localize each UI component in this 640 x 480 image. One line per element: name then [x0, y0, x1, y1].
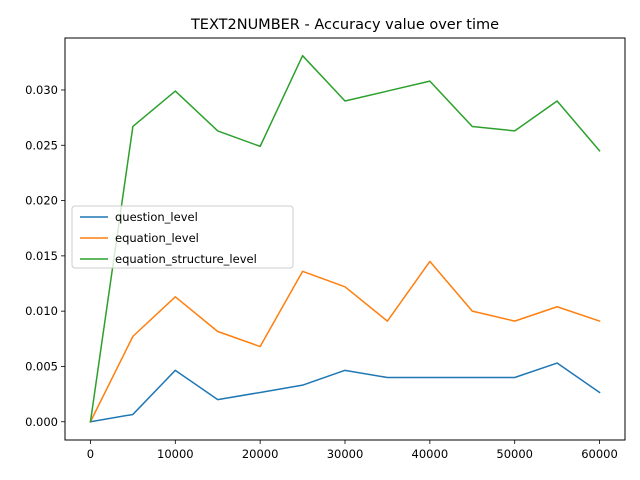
- x-tick-label: 10000: [157, 447, 194, 461]
- legend-label: equation_level: [115, 231, 199, 245]
- x-tick-label: 40000: [412, 447, 449, 461]
- y-tick-label: 0.015: [25, 249, 58, 263]
- series-line-equation-level: [89, 260, 601, 423]
- plot-area: [89, 54, 601, 423]
- legend-label: equation_structure_level: [115, 252, 257, 266]
- x-tick-label: 60000: [581, 447, 618, 461]
- series-line-question-level: [89, 362, 601, 423]
- y-tick-label: 0.030: [25, 83, 58, 97]
- x-axis: 0 10000 20000 30000 40000 50000 60000: [87, 440, 618, 461]
- y-tick-label: 0.025: [25, 138, 58, 152]
- x-tick-label: 30000: [327, 447, 364, 461]
- y-axis: 0.000 0.005 0.010 0.015 0.020 0.025 0.030: [25, 83, 65, 429]
- y-tick-label: 0.010: [25, 304, 58, 318]
- series-line-equation-structure-level: [89, 54, 601, 423]
- x-tick-label: 50000: [496, 447, 533, 461]
- y-tick-label: 0.000: [25, 415, 58, 429]
- legend: question_level equation_level equation_str…: [71, 205, 294, 269]
- x-tick-label: 0: [87, 447, 94, 461]
- y-tick-label: 0.005: [25, 359, 58, 373]
- chart-title: TEXT2NUMBER - Accuracy value over time: [190, 17, 499, 33]
- legend-label: question_level: [115, 210, 198, 224]
- y-tick-label: 0.020: [25, 194, 58, 208]
- x-tick-label: 20000: [242, 447, 279, 461]
- legend-box: [71, 205, 294, 269]
